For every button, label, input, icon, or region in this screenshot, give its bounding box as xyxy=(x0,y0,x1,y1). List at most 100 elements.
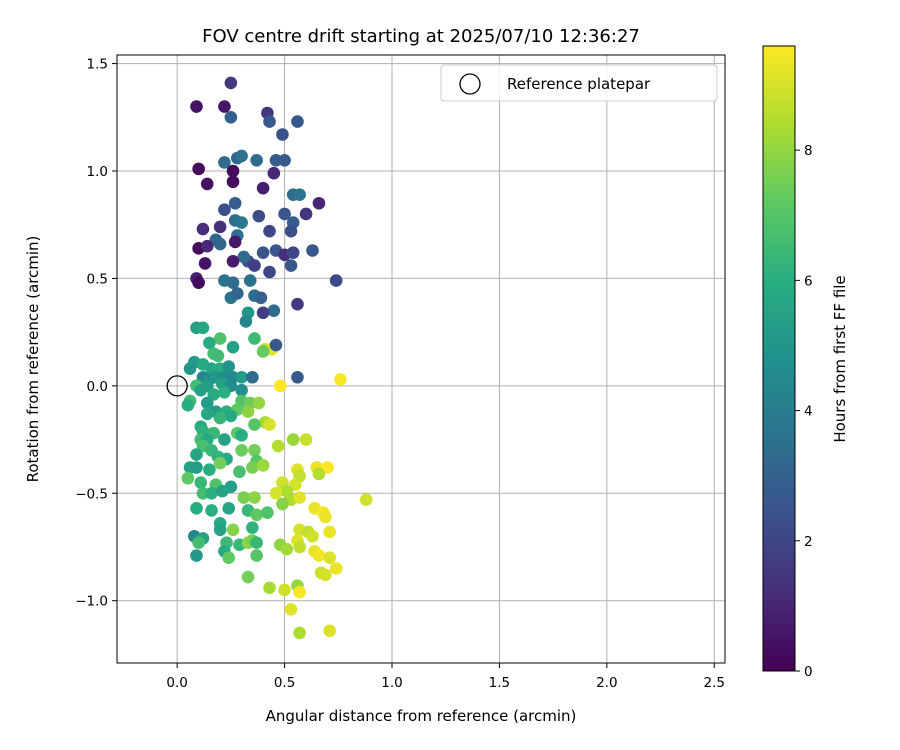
legend: Reference platepar xyxy=(440,64,718,102)
data-point xyxy=(226,164,240,178)
data-point xyxy=(215,484,229,498)
chart-title: FOV centre drift starting at 2025/07/10 … xyxy=(202,26,640,47)
x-tick-label: 0.0 xyxy=(166,675,187,691)
data-point xyxy=(263,581,276,595)
data-point xyxy=(218,386,231,399)
y-tick-label: 0.5 xyxy=(87,271,108,287)
data-point xyxy=(252,396,266,410)
data-point xyxy=(181,471,195,485)
data-point xyxy=(254,291,268,305)
data-point xyxy=(183,362,197,375)
plot-area-frame xyxy=(116,54,726,664)
data-point xyxy=(192,162,205,176)
data-point xyxy=(256,246,270,259)
data-point xyxy=(218,156,231,169)
data-point xyxy=(284,224,298,238)
data-point xyxy=(246,370,259,384)
colorbar-tick-label: 2 xyxy=(804,534,813,550)
data-point xyxy=(218,100,231,113)
data-point xyxy=(226,523,240,537)
data-point xyxy=(190,502,203,515)
data-point xyxy=(190,461,203,474)
data-point xyxy=(312,467,326,481)
data-point xyxy=(190,549,203,562)
data-point xyxy=(213,220,227,234)
data-point xyxy=(267,166,281,180)
data-point xyxy=(226,175,240,189)
data-point xyxy=(200,177,214,191)
data-point xyxy=(207,388,220,401)
data-point xyxy=(248,259,261,272)
data-point xyxy=(226,276,240,290)
data-point xyxy=(299,207,313,221)
colorbar-tick-label: 6 xyxy=(804,273,813,289)
data-point xyxy=(239,315,253,328)
data-point xyxy=(248,418,261,431)
data-point xyxy=(263,418,276,431)
data-point xyxy=(250,153,263,167)
data-point xyxy=(194,383,208,397)
data-point xyxy=(226,254,240,268)
data-point xyxy=(263,265,276,279)
data-point xyxy=(196,222,210,236)
x-axis-ticks: 0.0 0.5 1.0 1.5 2.0 2.5 xyxy=(166,663,725,691)
data-point xyxy=(250,536,263,549)
data-point xyxy=(218,203,231,216)
data-point xyxy=(306,529,319,543)
x-tick-label: 2.0 xyxy=(596,675,617,691)
data-point xyxy=(205,504,218,517)
scatter-points xyxy=(181,76,373,640)
data-point xyxy=(286,433,300,446)
data-point xyxy=(235,216,248,229)
data-point xyxy=(293,491,306,504)
data-point xyxy=(248,332,261,345)
colorbar-ticks: 0 2 4 6 8 xyxy=(795,143,813,680)
data-point xyxy=(291,115,304,128)
data-point xyxy=(233,465,246,479)
x-tick-label: 0.5 xyxy=(274,675,295,691)
data-point xyxy=(289,478,302,491)
data-point xyxy=(273,379,287,393)
data-point xyxy=(359,493,373,507)
data-point xyxy=(213,332,227,345)
data-point xyxy=(200,396,214,410)
y-axis-ticks: −1.0 −0.5 0.0 0.5 1.0 1.5 xyxy=(75,57,117,610)
data-point xyxy=(213,523,227,537)
data-point xyxy=(198,257,212,270)
data-point xyxy=(226,340,240,354)
data-point xyxy=(194,476,208,489)
data-point xyxy=(228,235,242,249)
legend-marker-reference xyxy=(459,73,481,95)
data-point xyxy=(291,370,304,384)
data-point xyxy=(321,461,334,474)
data-point xyxy=(323,525,336,539)
data-point xyxy=(218,433,231,446)
data-point xyxy=(256,459,270,472)
data-point xyxy=(190,100,203,113)
data-point xyxy=(329,562,343,575)
colorbar-tick-label: 4 xyxy=(804,404,813,420)
data-point xyxy=(241,405,255,418)
data-point xyxy=(293,188,306,201)
data-point xyxy=(269,486,283,500)
data-point xyxy=(256,181,270,195)
data-point xyxy=(192,276,205,290)
data-point xyxy=(205,486,218,500)
data-point xyxy=(334,373,347,386)
legend-box xyxy=(440,64,718,102)
x-tick-label: 1.5 xyxy=(489,675,510,691)
data-point xyxy=(222,360,236,373)
data-point xyxy=(256,345,270,358)
data-point xyxy=(228,196,242,210)
data-point xyxy=(323,551,336,565)
x-axis-label: Angular distance from reference (arcmin) xyxy=(266,707,577,725)
data-point xyxy=(246,521,259,534)
data-point xyxy=(250,508,263,522)
data-point xyxy=(235,444,248,457)
data-point xyxy=(306,244,319,257)
data-point xyxy=(235,383,248,397)
data-point xyxy=(278,583,291,597)
data-point xyxy=(293,540,306,554)
colorbar-tick-label: 0 xyxy=(804,664,813,680)
data-point xyxy=(319,568,332,582)
